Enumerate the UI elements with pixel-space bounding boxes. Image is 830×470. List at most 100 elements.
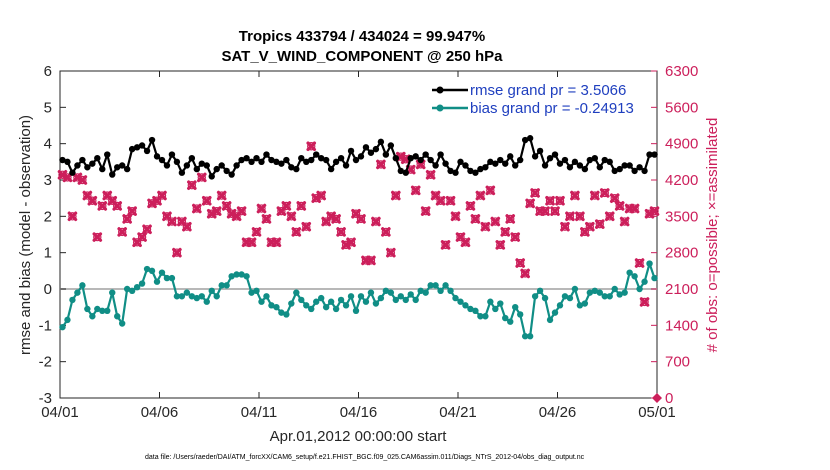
obs-possible-point [550, 206, 560, 216]
obs-possible-point [132, 238, 142, 247]
chart-subtitle: SAT_V_WIND_COMPONENT @ 250 hPa [221, 48, 503, 65]
rmse-point [367, 149, 375, 156]
rmse-point [79, 156, 86, 164]
bias-point [173, 293, 181, 300]
obs-assimilated-point [609, 193, 620, 203]
rmse-series [59, 135, 658, 180]
rmse-point [248, 158, 255, 166]
obs-assimilated-point [575, 211, 585, 222]
obs-assimilated-point [445, 195, 456, 206]
bias-point [541, 294, 549, 302]
obs-possible-point [192, 204, 202, 213]
obs-assimilated-point [460, 237, 471, 248]
legend-bias-label: bias grand pr = -0.24913 [470, 100, 634, 117]
bias-point [168, 274, 176, 282]
obs-possible-point [287, 212, 296, 221]
rmse-point [158, 156, 166, 164]
bias-point [492, 305, 499, 313]
obs-possible-point [257, 204, 266, 213]
obs-assimilated-point [201, 195, 212, 206]
rmse-point [561, 156, 569, 164]
bias-point [253, 287, 260, 295]
y-tick-label: 5 [44, 99, 52, 116]
obs-assimilated-point [251, 227, 262, 237]
obs-possible-point [162, 212, 172, 221]
rmse-point [641, 167, 648, 175]
y-tick-label: 1 [44, 245, 52, 262]
obs-possible-point [356, 214, 366, 224]
rmse-point [487, 158, 494, 166]
obs-possible-point [525, 199, 535, 208]
obs-assimilated-point [525, 198, 535, 209]
obs-assimilated-point [67, 211, 78, 222]
obs-possible-point [277, 206, 286, 216]
bias-point [556, 302, 564, 309]
bias-point [298, 296, 305, 304]
obs-possible-point [590, 191, 600, 200]
obs-assimilated-point [540, 206, 550, 216]
bias-point [601, 293, 608, 300]
bias-point [183, 289, 191, 296]
rmse-point [492, 160, 499, 167]
obs-assimilated-point [386, 247, 396, 258]
bias-point [99, 307, 106, 314]
bias-point [551, 309, 559, 316]
bias-point [94, 305, 101, 313]
bias-point [288, 300, 295, 307]
obs-possible-point [302, 222, 311, 231]
bias-point [322, 303, 330, 311]
bias-point [104, 307, 111, 314]
obs-assimilated-point [480, 221, 491, 232]
rmse-point [521, 136, 529, 144]
x-tick-label: 05/01 [638, 404, 676, 421]
bias-point [387, 289, 395, 296]
bias-point [347, 293, 355, 300]
rmse-point [467, 167, 474, 175]
rmse-point [586, 156, 594, 164]
rmse-point [347, 147, 355, 155]
rmse-point [427, 156, 434, 164]
obs-possible-point [83, 191, 92, 200]
bias-point [581, 300, 589, 307]
x-axis-label: Apr.01,2012 00:00:00 start [270, 428, 448, 445]
bias-point [228, 273, 235, 280]
bias-point [452, 294, 459, 302]
obs-assimilated-point [182, 221, 192, 232]
obs-assimilated-point [391, 190, 401, 201]
bias-point [128, 287, 136, 295]
obs-possible-point [481, 222, 490, 231]
rmse-point [213, 165, 220, 173]
y2-tick-label: 5600 [665, 99, 698, 116]
obs-assimilated-point [619, 216, 630, 227]
bias-point [472, 307, 479, 314]
rmse-point [293, 165, 300, 173]
obs-assimilated-point [271, 237, 282, 248]
obs-possible-point [545, 196, 555, 205]
obs-possible-point [575, 212, 585, 221]
bias-point [308, 305, 315, 313]
bias-point [651, 274, 658, 282]
rmse-point [576, 162, 584, 169]
bias-point [138, 280, 146, 287]
rmse-point [317, 155, 325, 162]
obs-assimilated-point [634, 258, 645, 268]
y-tick-label: 4 [44, 136, 52, 153]
obs-assimilated-point [550, 206, 560, 216]
bias-point [303, 302, 310, 309]
bias-point [502, 314, 509, 322]
obs-assimilated-point [137, 232, 147, 242]
obs-assimilated-point [112, 201, 123, 211]
rmse-point [178, 169, 186, 176]
y2-tick-label: 6300 [665, 63, 698, 80]
rmse-point [288, 164, 295, 171]
obs-assimilated-point [495, 240, 506, 250]
obs-possible-point [282, 201, 291, 211]
rmse-point [69, 169, 76, 176]
rmse-point [387, 142, 395, 149]
bias-point [521, 333, 529, 340]
bias-point [118, 320, 126, 327]
bias-point [397, 293, 404, 300]
bias-point [512, 303, 519, 311]
rmse-point [163, 162, 171, 169]
obs-assimilated-point [435, 195, 446, 206]
